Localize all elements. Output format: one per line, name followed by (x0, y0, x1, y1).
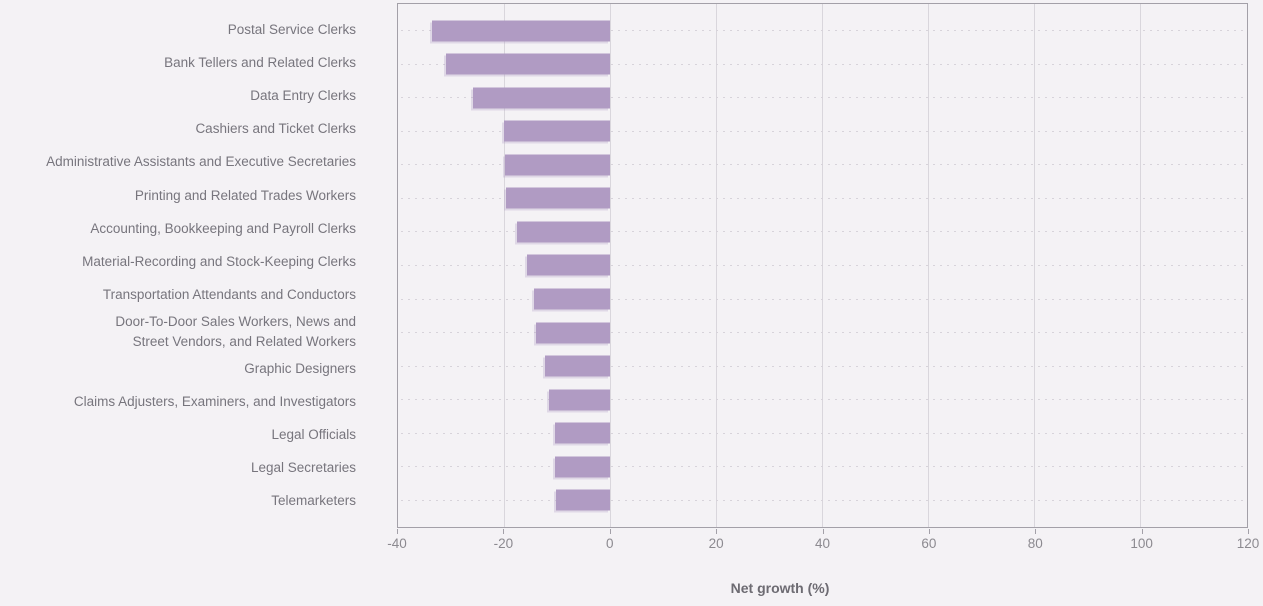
bar (506, 187, 611, 209)
x-axis-title: Net growth (%) (730, 580, 830, 596)
bar (536, 322, 611, 344)
label-row: Material-Recording and Stock-Keeping Cle… (0, 246, 377, 279)
category-label: Data Entry Clerks (250, 88, 356, 104)
bar (534, 288, 611, 310)
label-row: Accounting, Bookkeeping and Payroll Cler… (0, 212, 377, 245)
chart-row (398, 48, 1247, 82)
plot-area (397, 3, 1248, 528)
tick-mark (397, 529, 398, 534)
row-leader-line (401, 130, 1244, 133)
row-leader-line (401, 365, 1244, 368)
tick-label: 20 (708, 536, 724, 551)
tick-label: -20 (493, 536, 514, 551)
row-leader-line (401, 96, 1244, 99)
chart-row (398, 148, 1247, 182)
row-leader-line (401, 398, 1244, 401)
chart-row (398, 349, 1247, 383)
category-label: Material-Recording and Stock-Keeping Cle… (82, 254, 356, 270)
x-axis-tick-labels: -40 -20 0 20 40 60 80 100 120 (0, 536, 1263, 556)
chart-row (398, 450, 1247, 484)
label-row: Administrative Assistants and Executive … (0, 146, 377, 179)
label-row: Legal Officials (0, 418, 377, 451)
tick-mark (503, 529, 505, 534)
tick-label: 40 (814, 536, 831, 551)
category-label: Administrative Assistants and Executive … (46, 154, 356, 170)
chart-row (398, 282, 1247, 316)
bar (544, 355, 611, 377)
row-leader-line (401, 29, 1244, 32)
tick-mark (1141, 529, 1143, 534)
chart-row (398, 182, 1247, 216)
chart-row (398, 81, 1247, 115)
label-row: Bank Tellers and Related Clerks (0, 46, 377, 79)
row-leader-line (401, 331, 1244, 334)
tick-mark (1248, 529, 1249, 534)
row-leader-line (401, 197, 1244, 200)
label-row: Data Entry Clerks (0, 79, 377, 112)
tick-label: 80 (1027, 536, 1043, 551)
category-label: Legal Officials (271, 427, 356, 443)
category-label: Graphic Designers (244, 360, 356, 376)
row-leader-line (401, 264, 1244, 267)
chart-row (398, 483, 1247, 517)
chart-row (398, 249, 1247, 283)
tick-label: -40 (387, 536, 407, 551)
bar (445, 53, 611, 75)
bar (526, 254, 611, 276)
category-axis: Postal Service Clerks Bank Tellers and Re… (0, 3, 377, 528)
tick-mark (609, 529, 611, 534)
row-leader-line (401, 63, 1244, 66)
chart-row (398, 416, 1247, 450)
category-label: Bank Tellers and Related Clerks (164, 54, 356, 70)
row-leader-line (401, 298, 1244, 301)
category-label: Postal Service Clerks (227, 21, 356, 37)
category-label: Door-To-Door Sales Workers, News and Str… (115, 313, 356, 349)
label-row: Cashiers and Ticket Clerks (0, 113, 377, 146)
label-row: Printing and Related Trades Workers (0, 179, 377, 212)
bar (504, 154, 611, 176)
category-label: Claims Adjusters, Examiners, and Investi… (73, 393, 356, 409)
chart-row (398, 215, 1247, 249)
tick-label: 0 (605, 536, 614, 551)
chart-row (398, 14, 1247, 48)
tick-label: 100 (1130, 536, 1153, 551)
bar (556, 489, 611, 511)
tick-mark (716, 529, 718, 534)
tick-label: 120 (1236, 536, 1260, 551)
bar (555, 456, 611, 478)
category-label: Legal Secretaries (250, 460, 356, 476)
tick-mark (822, 529, 824, 534)
label-row: Door-To-Door Sales Workers, News and Str… (0, 312, 377, 352)
row-leader-line (401, 499, 1244, 502)
category-label: Telemarketers (271, 493, 356, 509)
row-leader-line (401, 163, 1244, 166)
chart-row (398, 115, 1247, 149)
category-label: Accounting, Bookkeeping and Payroll Cler… (90, 220, 356, 236)
label-row: Transportation Attendants and Conductors (0, 279, 377, 312)
bar (473, 87, 611, 109)
label-row: Claims Adjusters, Examiners, and Investi… (0, 385, 377, 418)
label-row: Telemarketers (0, 485, 377, 518)
bar (554, 422, 611, 444)
category-label: Cashiers and Ticket Clerks (195, 121, 356, 137)
category-label: Printing and Related Trades Workers (134, 187, 356, 203)
category-label: Transportation Attendants and Conductors (102, 287, 356, 303)
label-row: Graphic Designers (0, 352, 377, 385)
tick-label: 60 (921, 536, 937, 551)
row-leader-line (401, 432, 1244, 435)
tick-mark (1035, 529, 1037, 534)
row-leader-line (401, 230, 1244, 233)
label-row: Postal Service Clerks (0, 13, 377, 46)
bar (431, 20, 611, 42)
label-row: Legal Secretaries (0, 452, 377, 485)
bar (516, 221, 611, 243)
tick-mark (928, 529, 930, 534)
chart-row (398, 316, 1247, 350)
bar (549, 389, 611, 411)
bar (503, 120, 611, 142)
bar-rows (398, 4, 1247, 527)
chart-row (398, 383, 1247, 417)
row-leader-line (401, 465, 1244, 468)
